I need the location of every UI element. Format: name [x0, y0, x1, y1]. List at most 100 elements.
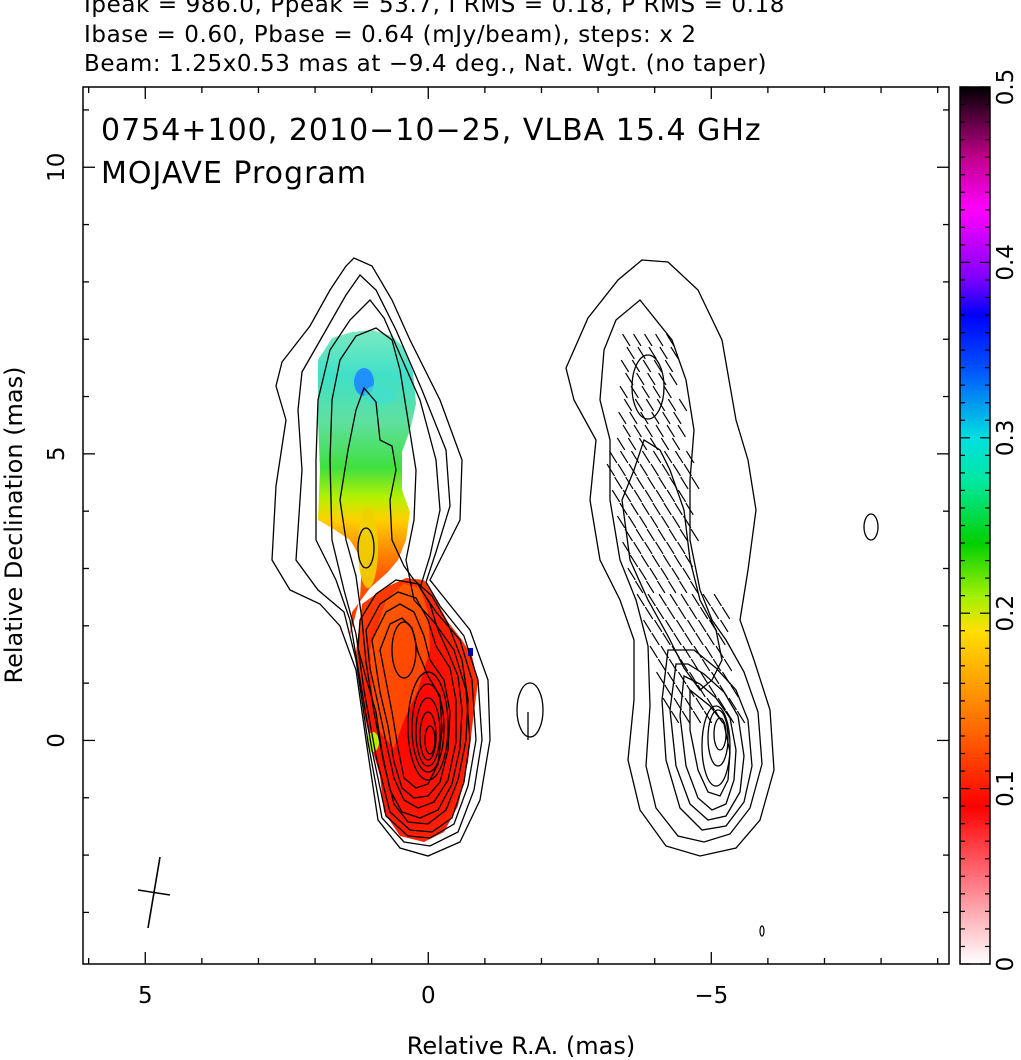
evpa-tick	[662, 632, 671, 646]
colorbar-tick-label: 0.3	[993, 420, 1019, 457]
x-tick-label: −5	[694, 983, 728, 1009]
map-title: 0754+100, 2010−10−25, VLBA 15.4 GHz	[101, 113, 762, 148]
evpa-tick	[713, 593, 722, 607]
evpa-tick	[631, 359, 641, 373]
evpa-tick	[620, 359, 630, 373]
evpa-tick	[712, 658, 722, 672]
evpa-tick	[708, 684, 717, 698]
evpa-tick	[720, 619, 729, 633]
evpa-tick	[692, 710, 702, 724]
evpa-tick	[703, 710, 713, 724]
evpa-tick	[679, 528, 688, 542]
header-line-2: Ibase = 0.60, Pbase = 0.64 (mJy/beam), s…	[84, 22, 697, 48]
evpa-tick	[634, 580, 644, 594]
evpa-tick	[655, 489, 665, 503]
evpa-tick	[697, 684, 706, 698]
evpa-tick	[652, 450, 662, 464]
evpa-tick	[664, 359, 674, 373]
evpa-tick	[633, 489, 643, 503]
evpa-tick	[706, 697, 715, 711]
evpa-tick	[649, 515, 659, 529]
evpa-tick	[651, 632, 660, 646]
evpa-tick	[689, 580, 699, 594]
jet-polarization-region	[318, 330, 416, 636]
evpa-tick	[667, 580, 677, 594]
evpa-tick	[699, 606, 709, 620]
evpa-tick	[655, 424, 664, 438]
evpa-tick	[666, 606, 676, 620]
left-contours	[271, 257, 491, 857]
evpa-tick	[666, 424, 675, 438]
evpa-tick	[677, 541, 686, 555]
evpa-tick	[673, 411, 682, 425]
evpa-tick	[633, 541, 642, 555]
evpa-tick	[663, 450, 673, 464]
evpa-tick	[652, 502, 661, 516]
evpa-tick	[677, 606, 687, 620]
evpa-tick	[666, 541, 675, 555]
evpa-tick	[671, 515, 681, 529]
evpa-tick	[666, 333, 675, 347]
evpa-tick	[656, 671, 665, 685]
evpa-tick	[719, 684, 728, 698]
evpa-tick	[658, 372, 667, 386]
jet-cyan-spot	[364, 385, 396, 405]
evpa-tick	[648, 346, 657, 360]
evpa-tick	[649, 567, 658, 581]
contour-island-1	[516, 682, 544, 738]
evpa-tick	[655, 606, 665, 620]
evpa-tick	[629, 554, 639, 568]
y-tick-label: 10	[44, 153, 70, 182]
evpa-tick	[717, 697, 726, 711]
evpa-tick	[608, 450, 618, 464]
evpa-tick	[636, 476, 645, 490]
polarization-image	[318, 330, 478, 842]
evpa-tick	[606, 463, 615, 477]
evpa-tick	[663, 385, 672, 399]
evpa-tick	[722, 671, 731, 685]
evpa-tick	[630, 385, 639, 399]
evpa-tick	[642, 359, 652, 373]
evpa-tick	[668, 658, 678, 672]
evpa-tick	[644, 541, 653, 555]
evpa-tick	[634, 398, 644, 412]
x-tick-label: 5	[138, 983, 153, 1009]
evpa-tick	[687, 619, 696, 633]
evpa-tick	[653, 359, 663, 373]
evpa-tick	[676, 619, 685, 633]
evpa-tick	[688, 606, 698, 620]
y-tick-labels: 0 5 10	[44, 153, 70, 748]
evpa-tick	[669, 372, 678, 386]
evpa-tick	[671, 645, 680, 659]
evpa-tick	[654, 619, 663, 633]
x-axis-label: Relative R.A. (mas)	[407, 1032, 635, 1060]
y-tick-label: 0	[44, 733, 70, 748]
evpa-tick	[611, 489, 621, 503]
evpa-tick	[644, 424, 653, 438]
evpa-tick	[627, 515, 637, 529]
evpa-tick	[658, 476, 667, 490]
map-subtitle: MOJAVE Program	[101, 156, 367, 191]
evpa-tick	[678, 398, 688, 412]
evpa-tick	[660, 567, 669, 581]
evpa-tick	[627, 567, 636, 581]
evpa-tick	[622, 489, 632, 503]
evpa-tick	[685, 502, 694, 516]
evpa-tick	[680, 476, 689, 490]
evpa-tick	[680, 593, 689, 607]
evpa-tick	[667, 398, 677, 412]
evpa-tick	[635, 528, 644, 542]
x-tick-label: 0	[421, 983, 436, 1009]
evpa-tick	[625, 372, 634, 386]
evpa-tick	[616, 437, 626, 451]
evpa-tick	[647, 372, 656, 386]
axis-ticks	[83, 87, 949, 964]
evpa-tick	[711, 671, 720, 685]
evpa-tick	[670, 710, 680, 724]
evpa-tick	[678, 580, 688, 594]
evpa-tick	[723, 658, 733, 672]
jet-yellow-streak	[358, 508, 378, 588]
evpa-vectors	[606, 333, 746, 724]
evpa-tick	[617, 463, 626, 477]
